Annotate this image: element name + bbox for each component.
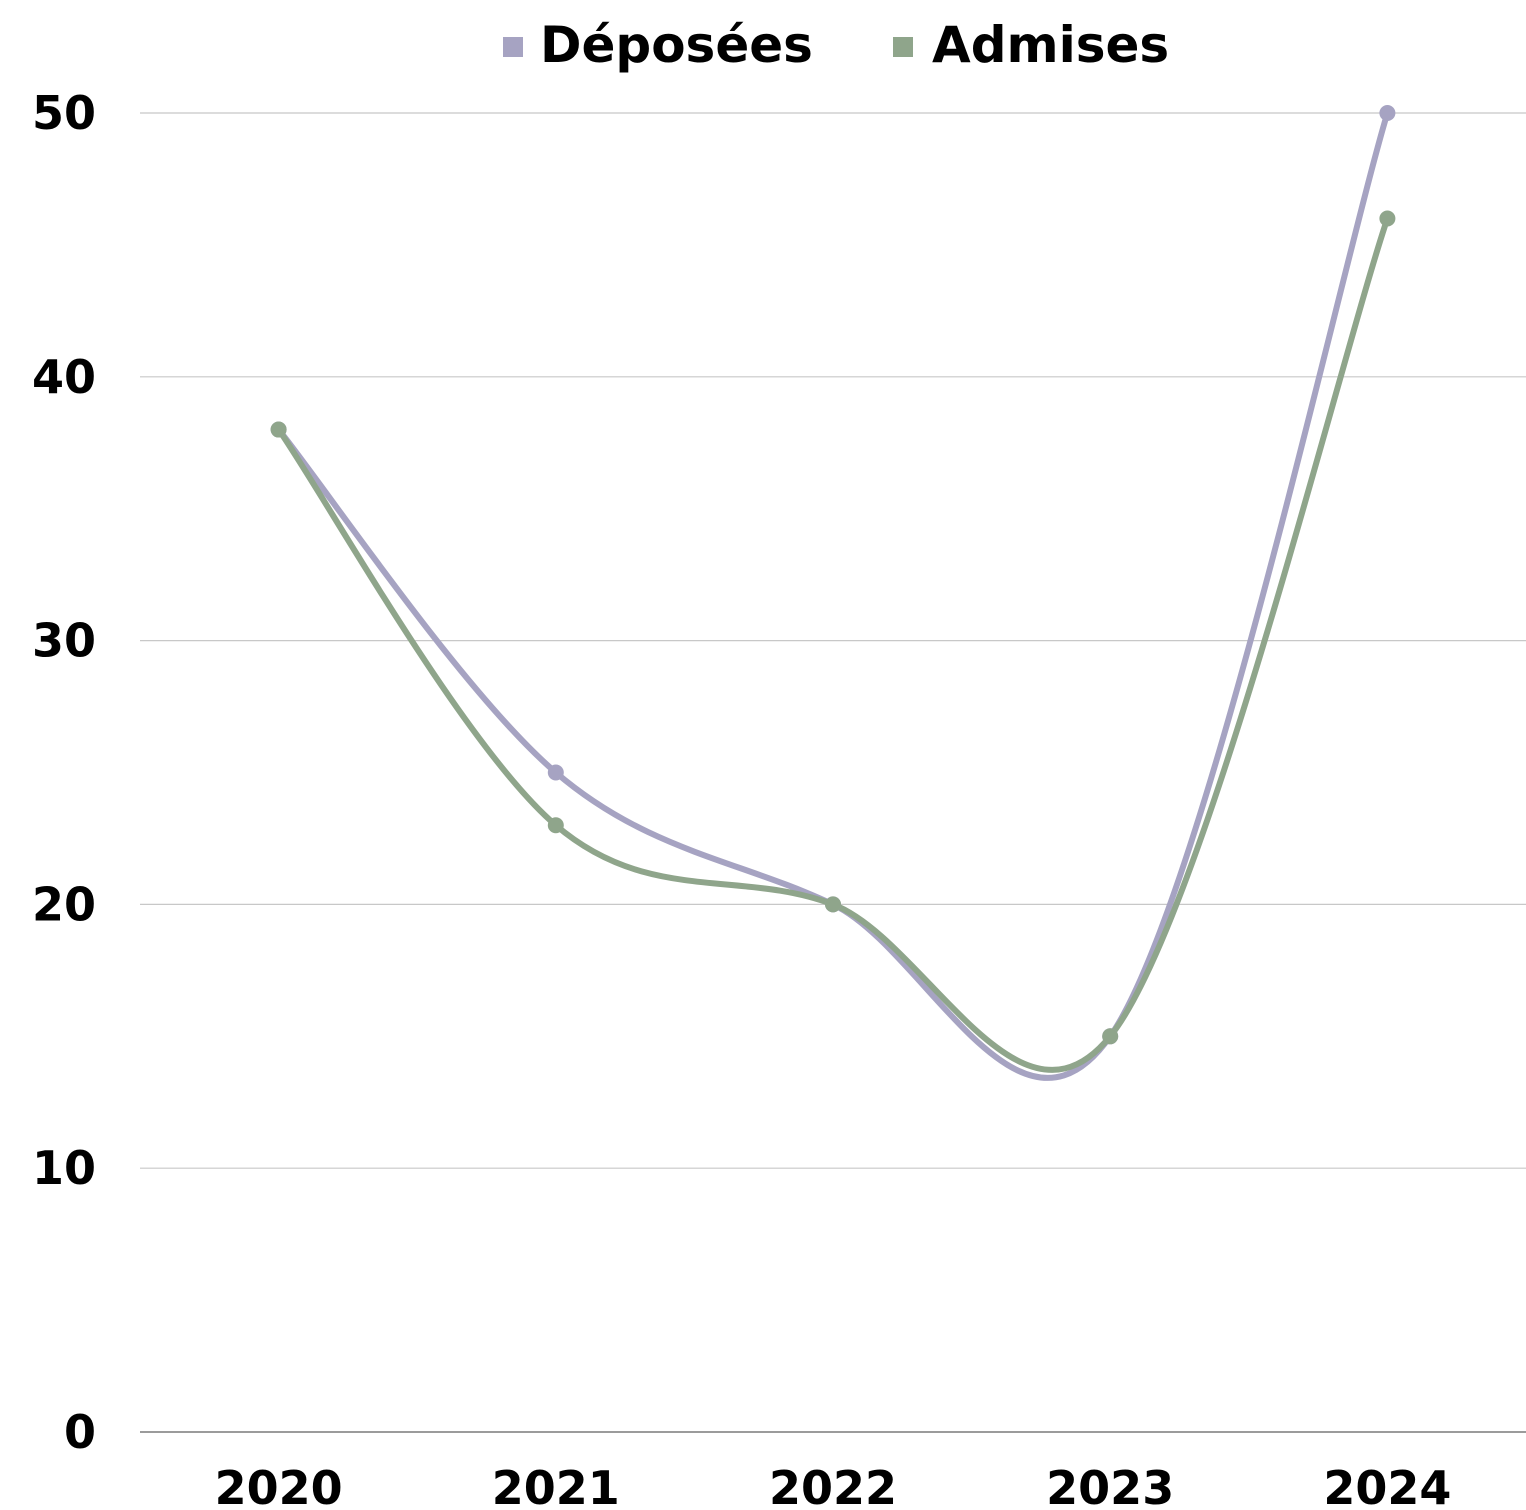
data-point bbox=[1379, 105, 1396, 121]
series-line-2 bbox=[275, 215, 1391, 1073]
data-point bbox=[1379, 210, 1396, 227]
y-axis-tick-labels: 0 10 20 30 40 50 bbox=[32, 86, 96, 1459]
series-points bbox=[270, 105, 1396, 1045]
x-tick-label: 2020 bbox=[215, 1461, 343, 1510]
data-point bbox=[825, 896, 841, 913]
data-point bbox=[1102, 1028, 1119, 1045]
y-tick-label: 30 bbox=[32, 614, 96, 668]
data-point bbox=[547, 764, 564, 781]
series-lines bbox=[275, 110, 1391, 1081]
x-axis-tick-labels: 2020 2021 2022 2023 2024 bbox=[215, 1461, 1452, 1510]
y-tick-label: 40 bbox=[32, 350, 96, 404]
legend-label: Admises bbox=[932, 16, 1169, 74]
gridlines bbox=[140, 112, 1526, 1433]
legend-label: Déposées bbox=[540, 16, 813, 74]
legend: Déposées Admises bbox=[503, 16, 1169, 74]
data-point bbox=[270, 421, 287, 438]
x-tick-label: 2022 bbox=[769, 1461, 897, 1510]
series-line-1 bbox=[275, 110, 1391, 1081]
x-tick-label: 2021 bbox=[492, 1461, 620, 1510]
y-tick-label: 0 bbox=[64, 1405, 96, 1459]
y-tick-label: 50 bbox=[32, 86, 96, 140]
data-point bbox=[547, 817, 564, 834]
y-tick-label: 10 bbox=[32, 1141, 96, 1195]
legend-swatch bbox=[503, 37, 523, 57]
y-tick-label: 20 bbox=[32, 877, 96, 931]
x-tick-label: 2023 bbox=[1046, 1461, 1174, 1510]
legend-swatch bbox=[893, 37, 913, 57]
x-tick-label: 2024 bbox=[1323, 1461, 1451, 1510]
